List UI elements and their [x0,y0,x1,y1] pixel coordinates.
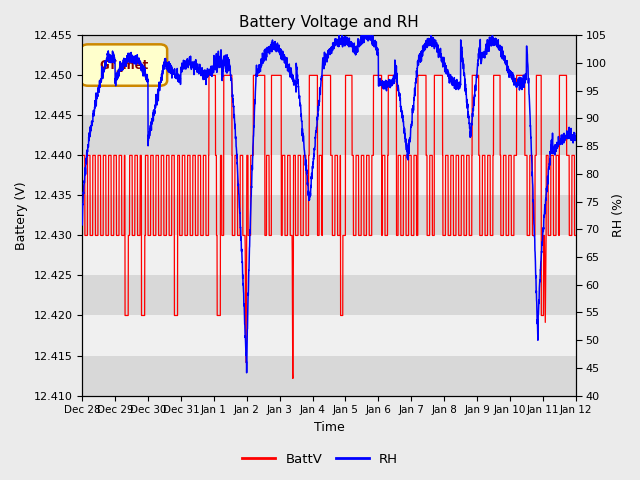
Y-axis label: RH (%): RH (%) [612,193,625,238]
Bar [83,195,576,235]
Bar [83,356,576,396]
X-axis label: Time: Time [314,421,344,434]
Legend: BattV, RH: BattV, RH [237,447,403,471]
FancyBboxPatch shape [81,44,167,86]
Bar [83,36,576,75]
Bar [83,235,576,276]
Bar [83,75,576,115]
Bar [83,156,576,195]
Bar [83,315,576,356]
Title: Battery Voltage and RH: Battery Voltage and RH [239,15,419,30]
Bar [83,276,576,315]
Bar [83,115,576,156]
Y-axis label: Battery (V): Battery (V) [15,181,28,250]
Text: GT_met: GT_met [100,59,149,72]
